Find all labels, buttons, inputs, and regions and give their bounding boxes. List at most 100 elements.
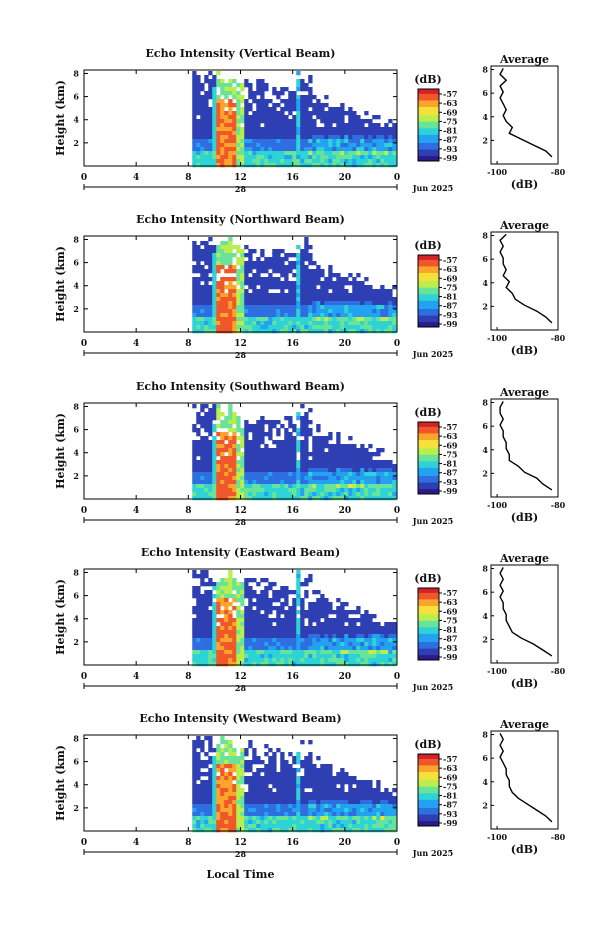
heatmap-cell	[296, 440, 301, 445]
heatmap-cell	[344, 658, 349, 663]
heatmap-cell	[236, 756, 241, 761]
heatmap-cell	[316, 812, 321, 817]
heatmap-cell	[236, 772, 241, 777]
heatmap-cell	[256, 634, 261, 639]
heatmap-cell	[224, 800, 229, 805]
heatmap-cell	[260, 321, 265, 326]
heatmap-cell	[304, 464, 309, 469]
heatmap-cell	[356, 788, 361, 793]
heatmap-cell	[216, 253, 221, 258]
heatmap-cell	[264, 820, 269, 825]
heatmap-cell	[280, 768, 285, 773]
heatmap-cell	[376, 317, 381, 322]
heatmap-cell	[296, 476, 301, 481]
heatmap-cell	[204, 285, 209, 290]
heatmap-cell	[272, 662, 277, 667]
heatmap-cell	[368, 634, 373, 639]
heatmap-cell	[360, 800, 365, 805]
heatmap-cell	[220, 305, 225, 310]
colorbar-swatch	[418, 819, 439, 822]
heatmap-cell	[296, 780, 301, 785]
heatmap-cell	[224, 95, 229, 100]
heatmap-cell	[368, 301, 373, 306]
heatmap-cell	[256, 658, 261, 663]
heatmap-cell	[300, 297, 305, 302]
colorbar-swatch	[418, 624, 439, 627]
heatmap-cell	[296, 293, 301, 298]
heatmap-cell	[196, 321, 201, 326]
heatmap-cell	[380, 147, 385, 152]
heatmap-cell	[192, 428, 197, 433]
heatmap-cell	[268, 646, 273, 651]
heatmap-cell	[272, 760, 277, 765]
heatmap-cell	[340, 123, 345, 128]
heatmap-cell	[192, 111, 197, 116]
heatmap-cell	[192, 784, 197, 789]
heatmap-cell	[248, 820, 253, 825]
heatmap-cell	[244, 143, 249, 148]
colorbar-swatch	[418, 134, 439, 137]
heatmap-cell	[260, 618, 265, 623]
heatmap-cell	[304, 321, 309, 326]
heatmap-cell	[340, 768, 345, 773]
heatmap-cell	[332, 642, 337, 647]
heatmap-cell	[276, 618, 281, 623]
heatmap-cell	[232, 428, 237, 433]
heatmap-cell	[212, 658, 217, 663]
heatmap-cell	[324, 321, 329, 326]
heatmap-cell	[356, 163, 361, 168]
heatmap-cell	[340, 808, 345, 813]
heatmap-cell	[308, 87, 313, 92]
heatmap-cell	[308, 622, 313, 627]
heatmap-cell	[280, 151, 285, 156]
heatmap-cell	[260, 768, 265, 773]
heatmap-cell	[380, 159, 385, 164]
heatmap-cell	[312, 772, 317, 777]
heatmap-cell	[264, 610, 269, 615]
heatmap-cell	[200, 476, 205, 481]
heatmap-cell	[256, 484, 261, 489]
heatmap-cell	[312, 776, 317, 781]
heatmap-cell	[336, 492, 341, 497]
heatmap-cell	[196, 261, 201, 266]
heatmap-cell	[364, 610, 369, 615]
heatmap-cell	[300, 484, 305, 489]
heatmap-cell	[368, 297, 373, 302]
heatmap-cell	[268, 317, 273, 322]
colorbar-swatch	[418, 656, 439, 659]
heatmap-cell	[240, 654, 245, 659]
heatmap-cell	[292, 436, 297, 441]
panel-title: Echo Intensity (Southward Beam)	[136, 380, 345, 393]
heatmap-cell	[208, 71, 213, 76]
heatmap-cell	[212, 468, 217, 473]
heatmap-cell	[196, 772, 201, 777]
heatmap-cell	[300, 151, 305, 156]
heatmap-cell	[388, 492, 393, 497]
heatmap-cell	[256, 488, 261, 493]
heatmap-cell	[264, 606, 269, 611]
heatmap-cell	[192, 642, 197, 647]
heatmap-cell	[244, 99, 249, 104]
heatmap-cell	[320, 135, 325, 140]
heatmap-cell	[232, 444, 237, 449]
heatmap-cell	[196, 159, 201, 164]
avg-x-tick-label: -80	[551, 167, 566, 177]
heatmap-cell	[288, 127, 293, 132]
heatmap-cell	[224, 91, 229, 96]
heatmap-cell	[228, 610, 233, 615]
heatmap-cell	[200, 574, 205, 579]
heatmap-cell	[228, 257, 233, 262]
heatmap-cell	[380, 812, 385, 817]
heatmap-cell	[192, 808, 197, 813]
heatmap-cell	[280, 163, 285, 168]
heatmap-cell	[260, 436, 265, 441]
heatmap-cell	[244, 654, 249, 659]
heatmap-cell	[312, 824, 317, 829]
heatmap-cell	[380, 662, 385, 667]
heatmap-cell	[356, 448, 361, 453]
heatmap-cell	[324, 776, 329, 781]
heatmap-cell	[296, 428, 301, 433]
avg-title: Average	[499, 219, 549, 232]
heatmap-cell	[332, 824, 337, 829]
heatmap-cell	[252, 424, 257, 429]
